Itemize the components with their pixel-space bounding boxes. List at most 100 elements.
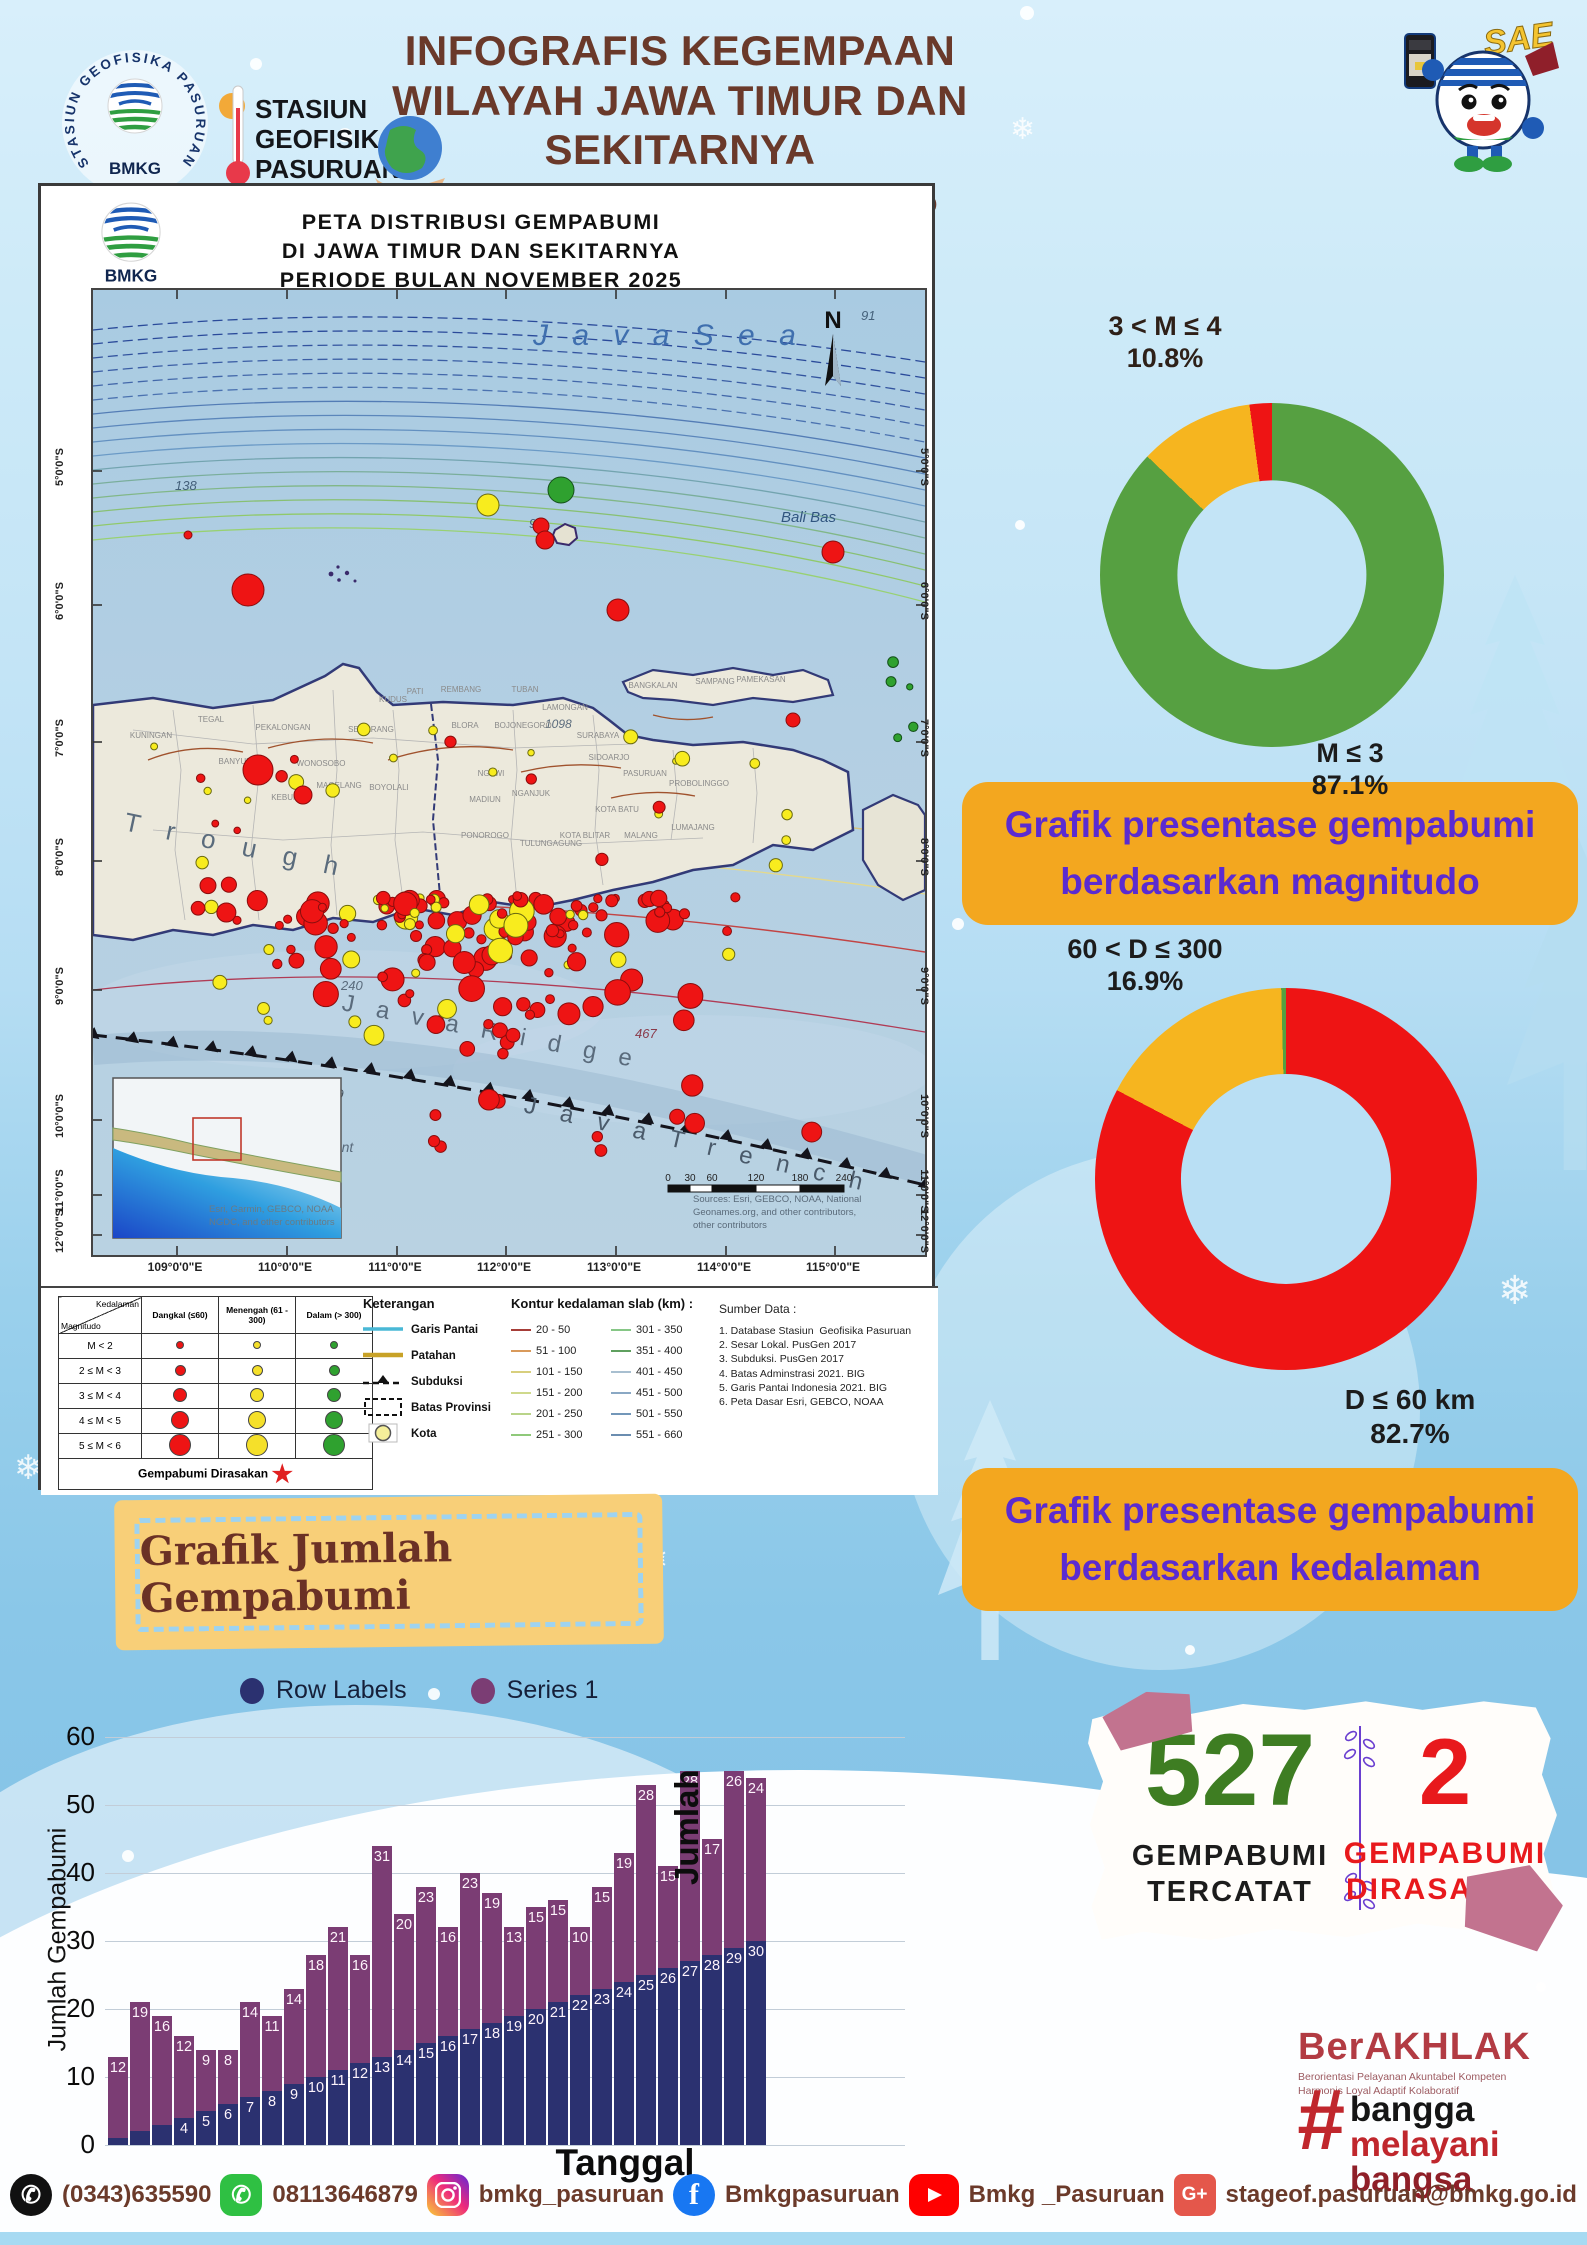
footer-contact-gplus[interactable]: G+ stageof.pasuruan@bmkg.go.id	[1173, 2174, 1577, 2216]
bar-value-series1: 15	[593, 1889, 611, 1906]
bar-value-row-labels: 23	[593, 1991, 611, 2008]
lat-label: 5°0'0"S	[54, 448, 66, 486]
bar-value-series1: 23	[417, 1889, 435, 1906]
district-borders	[132, 689, 758, 921]
gridline	[105, 2145, 905, 2146]
svg-text:1098: 1098	[545, 717, 572, 731]
svg-text:LAMONGAN: LAMONGAN	[542, 703, 588, 712]
lat-label: 8°0'0"S	[918, 838, 930, 876]
bar-day-19: 19 13	[504, 0, 524, 2145]
snow-dot	[250, 58, 262, 70]
bar-value-series1: 10	[571, 1930, 589, 1947]
bar-chart-legend: Row Labels Series 1	[240, 1676, 598, 1705]
bar-segment-row-labels: 16	[438, 2036, 458, 2145]
bar-value-series1: 19	[131, 2005, 149, 2022]
bar-segment-row-labels	[108, 2138, 128, 2145]
y-tick-label: 50	[66, 1789, 95, 1819]
felt-count: 2	[1418, 1719, 1472, 1824]
svg-text:138: 138	[175, 478, 197, 493]
facebook-icon: f	[672, 2174, 715, 2216]
bar-value-row-labels: 15	[417, 2046, 435, 2062]
svg-text:WONOSOBO: WONOSOBO	[297, 759, 346, 768]
lat-label: 8°0'0"S	[54, 838, 66, 876]
bar-value-series1: 16	[153, 2018, 171, 2035]
svg-text:NGDC, and other contributors: NGDC, and other contributors	[209, 1217, 335, 1228]
snowflake-icon: ❄	[1498, 1269, 1532, 1313]
bar-segment-series1: 8	[218, 2049, 238, 2105]
bar-value-row-labels: 17	[461, 2032, 479, 2049]
batas-provinsi-icon	[363, 1397, 403, 1420]
map-panel: BMKG PETA DISTRIBUSI GEMPABUMI DI JAWA T…	[38, 183, 938, 1495]
sumber-item: 6. Peta Dasar Esri, GEBCO, NOAA	[719, 1395, 884, 1408]
svg-text:PASURUAN: PASURUAN	[623, 769, 667, 778]
bmkg-wordmark: BMKG	[109, 159, 161, 178]
bar-value-series1: 16	[439, 1930, 457, 1947]
depth-callout-mid: 60 < D ≤ 300 16.9%	[1067, 934, 1223, 997]
bar-day-7: 7 14	[240, 0, 260, 2145]
lon-label: 111°0'0"E	[368, 1260, 422, 1274]
bar-segment-series1: 16	[438, 1927, 458, 2037]
bar-day-11: 11 21	[328, 0, 348, 2145]
sumber-item: 1. Database Stasiun Geofisika Pasuruan	[719, 1325, 912, 1337]
legend-item-batas-provinsi: Batas Provinsi	[363, 1395, 503, 1421]
svg-text:30: 30	[684, 1173, 696, 1184]
bar-value-row-labels: 11	[330, 2073, 346, 2090]
kontur-range: 451 - 500	[611, 1382, 703, 1403]
bar-segment-row-labels: 26	[658, 1968, 678, 2145]
footer-contact-youtube[interactable]: Bmkg _Pasuruan	[908, 2174, 1165, 2216]
bar-segment-row-labels: 30	[746, 1941, 766, 2145]
bmkg-logo: BMKG	[93, 202, 169, 286]
footer-contact-whatsapp[interactable]: ✆ 08113646879	[220, 2174, 418, 2216]
bar-day-3: 16	[152, 0, 172, 2145]
bar-segment-series1: 15	[548, 1900, 568, 2003]
footer-contact-facebook[interactable]: f Bmkgpasuruan	[672, 2174, 900, 2216]
bar-segment-row-labels: 24	[614, 1981, 634, 2145]
kontur-range: 201 - 250	[511, 1403, 603, 1424]
footer-contact-instagram[interactable]: bmkg_pasuruan	[426, 2174, 664, 2216]
bar-segment-row-labels: 8	[262, 2090, 282, 2145]
svg-text:N: N	[824, 307, 841, 334]
svg-text:MAGELANG: MAGELANG	[316, 781, 361, 790]
bar-segment-row-labels: 23	[592, 1988, 612, 2145]
bar-segment-row-labels: 15	[416, 2043, 436, 2145]
bar-segment-series1: 9	[196, 2049, 216, 2111]
bar-segment-row-labels: 17	[460, 2029, 480, 2145]
bar-day-8: 8 11	[262, 0, 282, 2145]
lon-label: 112°0'0"E	[476, 1260, 532, 1274]
svg-text:SEMARANG: SEMARANG	[348, 725, 394, 734]
bar-value-series1: 15	[527, 1910, 545, 1926]
sumber-item: 5. Garis Pantai Indonesia 2021. BIG	[719, 1381, 888, 1394]
kontur-range: 151 - 200	[511, 1382, 603, 1403]
bar-value-series1: 19	[483, 1896, 501, 1913]
legend-item-patahan: Patahan	[363, 1343, 503, 1369]
bar-value-row-labels: 4	[179, 2120, 189, 2137]
svg-text:MADIUN: MADIUN	[469, 795, 501, 804]
bar-segment-series1: 11	[262, 2015, 282, 2091]
bar-segment-row-labels: 22	[570, 1995, 590, 2145]
bar-value-row-labels: 24	[615, 1984, 633, 2001]
bar-value-series1: 12	[109, 2059, 127, 2076]
bar-value-series1: 14	[241, 2005, 259, 2022]
bar-segment-series1: 31	[372, 1845, 392, 2057]
snow-dot	[952, 918, 964, 930]
depth-chart-title: Grafik presentase gempabumi berdasarkan k…	[962, 1468, 1578, 1611]
sumber-item: 2. Sesar Lokal. PusGen 2017	[719, 1339, 857, 1352]
bar-segment-series1: 14	[284, 1988, 304, 2084]
bar-value-series1: 28	[681, 1774, 699, 1790]
bar-value-row-labels: 7	[245, 2100, 255, 2117]
svg-text:60: 60	[706, 1173, 718, 1184]
footer-contact-phone[interactable]: ✆ (0343)635590	[10, 2174, 211, 2216]
bar-value-series1: 21	[329, 1930, 347, 1947]
snow-dot	[1020, 6, 1034, 20]
bar-day-13: 13 31	[372, 0, 392, 2145]
bar-day-22: 22 10	[570, 0, 590, 2145]
snow-dot	[1015, 520, 1025, 530]
bar-value-series1: 13	[505, 1930, 523, 1947]
svg-text:BANGKALAN: BANGKALAN	[629, 681, 678, 690]
bar-day-26: 26 15	[658, 0, 678, 2145]
bar-segment-series1: 16	[152, 2015, 172, 2125]
bar-segment-row-labels: 25	[636, 1975, 656, 2145]
thermometer-icon	[219, 85, 250, 185]
bar-day-24: 24 19	[614, 0, 634, 2145]
